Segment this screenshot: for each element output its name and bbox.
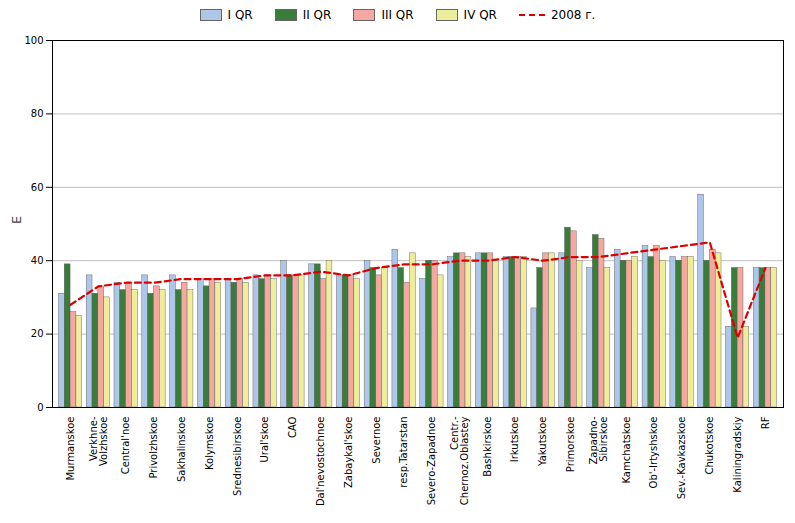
html-text:III QR: III QR <box>381 8 414 22</box>
svg-text:resp.Tatarstan: resp.Tatarstan <box>398 417 409 488</box>
svg-text:20: 20 <box>31 328 44 339</box>
html-text:2008 г.: 2008 г. <box>551 8 596 22</box>
svg-text:Murmanskoe: Murmanskoe <box>65 417 76 481</box>
svg-text:40: 40 <box>31 255 44 266</box>
svg-text:Sakhalinskoe: Sakhalinskoe <box>176 417 187 483</box>
html-text:II QR: II QR <box>302 8 332 22</box>
svg-text:Bashkirskoe: Bashkirskoe <box>482 417 493 477</box>
svg-text:Privolzhskoe: Privolzhskoe <box>148 417 159 479</box>
svg-text:Centr.-Chernoz.Oblastey: Centr.-Chernoz.Oblastey <box>449 416 470 505</box>
svg-text:Severo-Zapadnoe: Severo-Zapadnoe <box>426 417 437 506</box>
svg-text:Sev.-Kavkazskoe: Sev.-Kavkazskoe <box>676 417 687 500</box>
svg-text:Ob'-Irtyshskoe: Ob'-Irtyshskoe <box>648 417 659 489</box>
svg-text:Ural'skoe: Ural'skoe <box>259 417 270 463</box>
svg-text:Yakutskoe: Yakutskoe <box>537 417 548 468</box>
svg-text:60: 60 <box>31 182 44 193</box>
svg-text:RF: RF <box>760 416 771 429</box>
svg-text:Srednesibirskoe: Srednesibirskoe <box>232 417 243 496</box>
svg-text:Zapadno-Sibirskoe: Zapadno-Sibirskoe <box>588 416 609 464</box>
svg-text:Severnoe: Severnoe <box>371 417 382 464</box>
html-text:I QR: I QR <box>227 8 253 22</box>
svg-text:Kamchatskoe: Kamchatskoe <box>621 417 632 484</box>
svg-text:Verkhne-Volzhskoe: Verkhne-Volzhskoe <box>88 416 109 466</box>
svg-text:Irkutskoe: Irkutskoe <box>509 417 520 463</box>
svg-text:Central'noe: Central'noe <box>120 417 131 475</box>
html-text:IV QR: IV QR <box>463 8 497 22</box>
svg-text:Dal'nevostochnoe: Dal'nevostochnoe <box>315 417 326 507</box>
svg-text:100: 100 <box>24 35 43 46</box>
svg-text:CAO: CAO <box>287 416 298 438</box>
svg-text:Zabaykal'skoe: Zabaykal'skoe <box>343 417 354 489</box>
svg-text:80: 80 <box>31 108 44 119</box>
svg-text:Chukotskoe: Chukotskoe <box>704 417 715 475</box>
svg-text:0: 0 <box>37 402 43 413</box>
svg-text:E: E <box>9 216 24 224</box>
svg-text:Kaliningradskiy: Kaliningradskiy <box>732 416 743 492</box>
svg-text:Kolymskoe: Kolymskoe <box>204 417 215 471</box>
svg-text:Primorskoe: Primorskoe <box>565 417 576 473</box>
